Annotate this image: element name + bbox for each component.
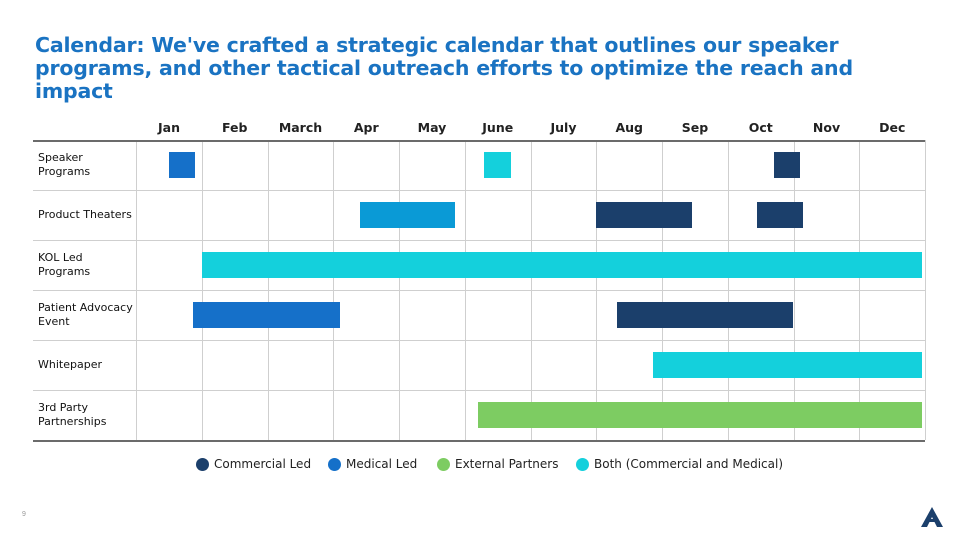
page-number: 9 bbox=[22, 511, 26, 518]
month-label: Feb bbox=[222, 120, 248, 135]
gantt-bar bbox=[653, 352, 922, 378]
legend-label: Commercial Led bbox=[214, 457, 312, 471]
legend-item: Both (Commercial and Medical) bbox=[576, 457, 783, 471]
gantt-bar bbox=[477, 402, 922, 428]
month-label: Apr bbox=[353, 120, 379, 135]
gantt-bar bbox=[201, 252, 922, 278]
legend-swatch bbox=[196, 457, 209, 471]
legend-item: External Partners bbox=[437, 457, 558, 471]
month-label: Nov bbox=[812, 120, 841, 135]
row-label: Product Theaters bbox=[38, 208, 132, 221]
row-label: 3rd Party Partnerships bbox=[38, 401, 107, 428]
gantt-bar bbox=[168, 152, 196, 178]
chart-legend: Commercial Led Medical Led External Partne… bbox=[0, 457, 960, 477]
grid-hline bbox=[33, 440, 925, 442]
grid-hline bbox=[33, 290, 925, 291]
grid-vline bbox=[925, 140, 926, 440]
gantt-bar bbox=[596, 202, 692, 228]
gantt-bar bbox=[617, 302, 794, 328]
grid-hline bbox=[33, 190, 925, 191]
row-label: Whitepaper bbox=[38, 358, 102, 371]
month-label: Sep bbox=[681, 120, 709, 135]
legend-item: Medical Led bbox=[328, 457, 417, 471]
gantt-bar bbox=[193, 302, 340, 328]
legend-swatch bbox=[328, 457, 341, 471]
row-label: Patient Advocacy Event bbox=[38, 301, 133, 328]
grid-hline bbox=[33, 340, 925, 341]
legend-swatch bbox=[576, 457, 589, 471]
legend-label: Both (Commercial and Medical) bbox=[594, 457, 784, 471]
row-label: Speaker Programs bbox=[38, 151, 91, 178]
month-label: Dec bbox=[879, 120, 906, 135]
month-label: Jan bbox=[158, 120, 180, 135]
month-label: July bbox=[550, 120, 577, 135]
slide-title: Calendar: We've crafted a strategic cale… bbox=[35, 33, 853, 103]
grid-hline bbox=[33, 390, 925, 391]
month-label: May bbox=[417, 120, 447, 135]
gantt-bar bbox=[757, 202, 804, 228]
company-logo-icon bbox=[921, 507, 943, 527]
row-label: KOL Led Programs bbox=[38, 251, 91, 278]
grid-hline bbox=[33, 140, 925, 142]
month-label: Oct bbox=[748, 120, 773, 135]
legend-label: External Partners bbox=[455, 457, 559, 471]
month-label: March bbox=[278, 120, 323, 135]
legend-swatch bbox=[437, 457, 450, 471]
gantt-bar bbox=[773, 152, 801, 178]
gantt-bar bbox=[359, 202, 455, 228]
grid-hline bbox=[33, 240, 925, 241]
legend-label: Medical Led bbox=[346, 457, 418, 471]
month-label: Aug bbox=[615, 120, 644, 135]
gantt-bar bbox=[484, 152, 511, 178]
legend-item: Commercial Led bbox=[196, 457, 311, 471]
month-label: June bbox=[482, 120, 514, 135]
